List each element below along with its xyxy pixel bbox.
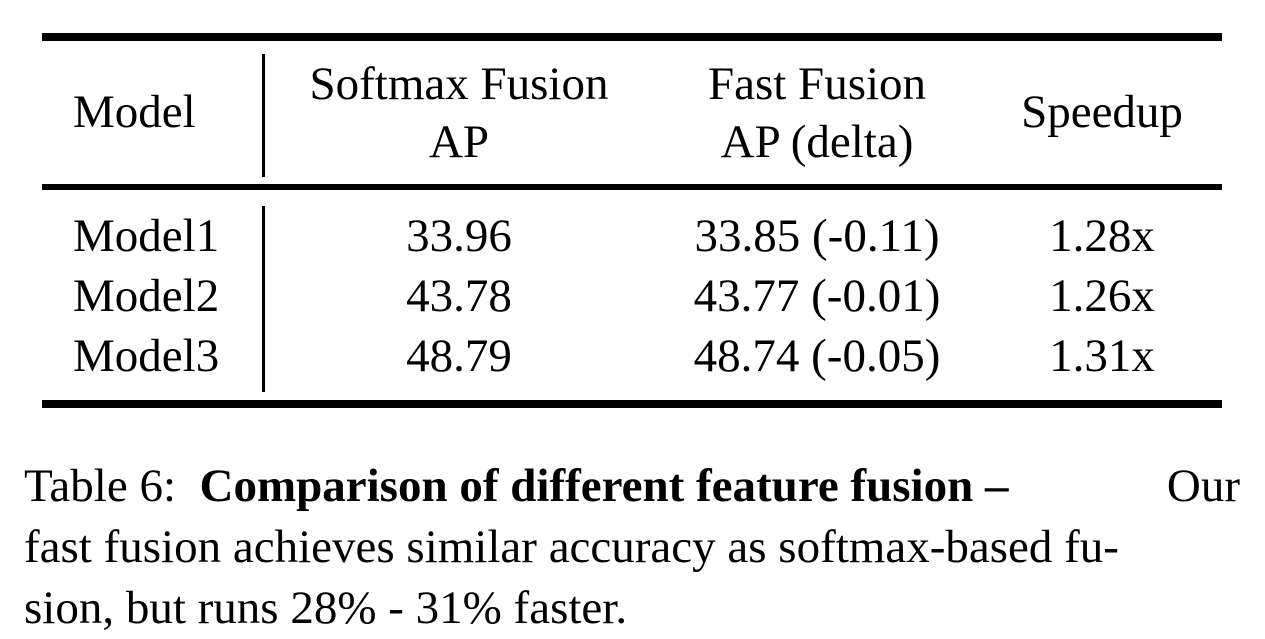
table-row: Model1 33.96 33.85 (-0.11) 1.28x — [42, 207, 1222, 267]
table-caption: Table 6: Comparison of different feature… — [24, 456, 1240, 639]
header-fast-line1: Fast Fusion — [707, 58, 927, 110]
cell-speedup: 1.28x — [1049, 210, 1155, 262]
cell-fast-ap: 33.85 (-0.11) — [694, 210, 940, 262]
cell-fast-ap: 43.77 (-0.01) — [693, 270, 941, 322]
table-top-rule — [42, 33, 1222, 41]
caption-line1-rest: Our — [1166, 460, 1240, 512]
caption-label: Table 6: — [24, 460, 177, 512]
caption-line-2: fast fusion achieves similar accuracy as… — [24, 521, 1119, 573]
header-fast-line2: AP (delta) — [720, 116, 914, 168]
header-model: Model — [73, 86, 196, 138]
cell-speedup: 1.26x — [1049, 270, 1155, 322]
caption-line-3: sion, but runs 28% - 31% faster. — [24, 582, 628, 634]
table-bottom-rule — [42, 400, 1222, 408]
header-column-divider — [262, 54, 265, 177]
caption-bold-title: Comparison of different feature fusion – — [199, 460, 1009, 512]
header-softmax-fusion: Softmax Fusion AP — [274, 55, 644, 171]
caption-line-1: Table 6: Comparison of different feature… — [24, 456, 1240, 517]
cell-softmax-ap: 33.96 — [406, 210, 512, 262]
table-row: Model2 43.78 43.77 (-0.01) 1.26x — [42, 267, 1222, 327]
cell-fast-ap: 48.74 (-0.05) — [693, 330, 941, 382]
cell-softmax-ap: 43.78 — [406, 270, 512, 322]
cell-model: Model1 — [73, 210, 220, 262]
cell-speedup: 1.31x — [1049, 330, 1155, 382]
table-row: Model3 48.79 48.74 (-0.05) 1.31x — [42, 327, 1222, 387]
header-fast-fusion: Fast Fusion AP (delta) — [642, 55, 992, 171]
header-softmax-line2: AP — [428, 116, 490, 168]
header-speedup: Speedup — [1021, 86, 1183, 138]
body-column-divider — [262, 206, 265, 392]
table-header-rule — [42, 184, 1222, 190]
header-softmax-line1: Softmax Fusion — [309, 58, 609, 110]
cell-softmax-ap: 48.79 — [406, 330, 512, 382]
cell-model: Model3 — [73, 330, 220, 382]
cell-model: Model2 — [73, 270, 220, 322]
